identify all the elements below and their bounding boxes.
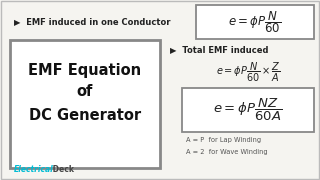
Text: DC Generator: DC Generator [29,109,141,123]
Text: Electrical: Electrical [14,165,54,174]
Text: A = 2  for Wave Winding: A = 2 for Wave Winding [186,149,268,155]
Text: Deck: Deck [50,165,74,174]
Text: ▶  EMF induced in one Conductor: ▶ EMF induced in one Conductor [14,17,171,26]
Text: ▶  Total EMF induced: ▶ Total EMF induced [170,46,268,55]
Text: $e = \phi P \dfrac{NZ}{60A}$: $e = \phi P \dfrac{NZ}{60A}$ [213,97,283,123]
Text: of: of [77,84,93,100]
FancyBboxPatch shape [182,88,314,132]
Text: EMF Equation: EMF Equation [28,62,141,78]
Text: $e = \phi P \dfrac{N}{60} \times \dfrac{Z}{A}$: $e = \phi P \dfrac{N}{60} \times \dfrac{… [216,60,280,84]
Text: A = P  for Lap Winding: A = P for Lap Winding [186,137,261,143]
FancyBboxPatch shape [196,5,314,39]
Text: $e = \phi P \dfrac{N}{60}$: $e = \phi P \dfrac{N}{60}$ [228,9,282,35]
FancyBboxPatch shape [10,40,160,168]
